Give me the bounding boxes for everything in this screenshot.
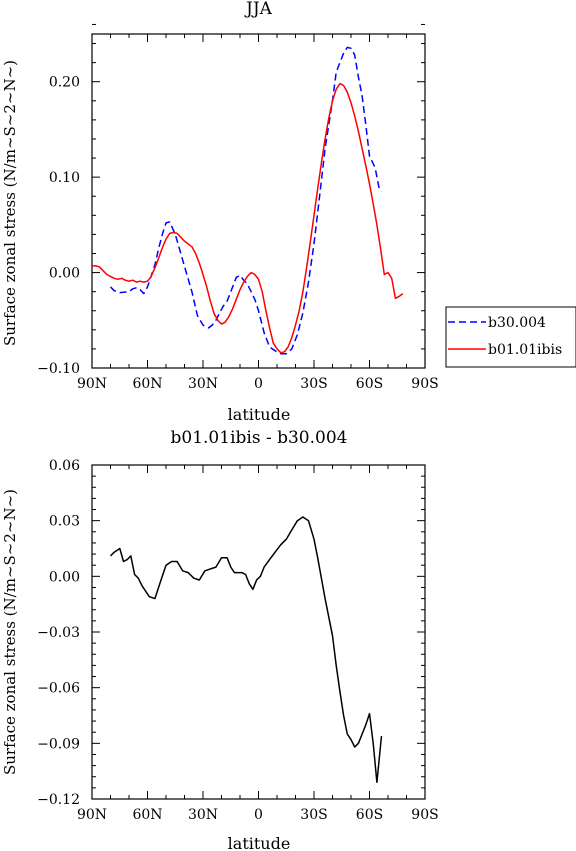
legend-label-b01-01ibis: b01.01ibis <box>488 342 562 358</box>
series-line-b01-01ibis <box>92 82 404 354</box>
chart-title: b01.01ibis - b30.004 <box>171 428 348 448</box>
series-line-b30-004 <box>109 46 383 355</box>
y-tick-label: 0.00 <box>49 569 80 585</box>
y-tick-label: −0.12 <box>37 792 80 808</box>
chart-title: JJA <box>244 0 273 19</box>
x-tick-label: 60S <box>356 807 383 823</box>
series-line <box>109 516 383 784</box>
x-tick-label: 30S <box>300 807 327 823</box>
y-tick-label: 0.06 <box>49 458 80 474</box>
tick-labels: 90N 60N 30N 0 30S 60S 90S −0.10 0.00 0.10 0.20 <box>37 75 439 392</box>
axes-frame <box>91 464 426 800</box>
legend: b30.004 b01.01ibis <box>445 306 576 368</box>
y-tick-label: −0.03 <box>37 625 80 641</box>
x-tick-label: 90S <box>411 807 438 823</box>
x-tick-label: 30S <box>300 376 327 392</box>
plot-frame <box>91 33 426 369</box>
series-lines <box>109 516 383 784</box>
y-tick-label: 0.20 <box>49 75 80 91</box>
x-tick-label: 90S <box>411 376 438 392</box>
tick-labels: 90N 60N 30N 0 30S 60S 90S −0.12 −0.09 −0.06 −0.03 0… <box>37 458 439 823</box>
x-tick-label: 60S <box>356 376 383 392</box>
x-axis-label: latitude <box>228 405 291 424</box>
series-lines <box>92 46 404 355</box>
x-tick-label: 0 <box>254 807 263 823</box>
axes-frame <box>91 23 426 369</box>
y-axis-label: Surface zonal stress (N/m~S~2~N~) <box>1 60 19 346</box>
y-tick-label: −0.06 <box>37 681 80 697</box>
x-tick-label: 60N <box>132 807 162 823</box>
x-tick-label: 90N <box>77 376 107 392</box>
y-tick-label: 0.03 <box>49 514 80 530</box>
y-tick-label: −0.10 <box>37 361 80 377</box>
legend-label-b30-004: b30.004 <box>488 315 546 331</box>
x-tick-label: 60N <box>132 376 162 392</box>
top-chart: JJA Surface zonal stress (N/m~S~2~N~) la… <box>1 0 439 424</box>
x-tick-label: 30N <box>188 376 218 392</box>
x-tick-label: 0 <box>254 376 263 392</box>
plot-frame <box>91 464 426 800</box>
x-tick-label: 30N <box>188 807 218 823</box>
x-axis-label: latitude <box>228 834 291 851</box>
legend-box <box>445 306 576 368</box>
y-tick-label: −0.09 <box>37 736 80 752</box>
y-axis-label: Surface zonal stress (N/m~S~2~N~) <box>1 489 19 775</box>
y-tick-label: 0.00 <box>49 266 80 282</box>
x-tick-label: 90N <box>77 807 107 823</box>
y-tick-label: 0.10 <box>49 170 80 186</box>
bottom-chart: b01.01ibis - b30.004 Surface zonal stres… <box>1 428 439 851</box>
